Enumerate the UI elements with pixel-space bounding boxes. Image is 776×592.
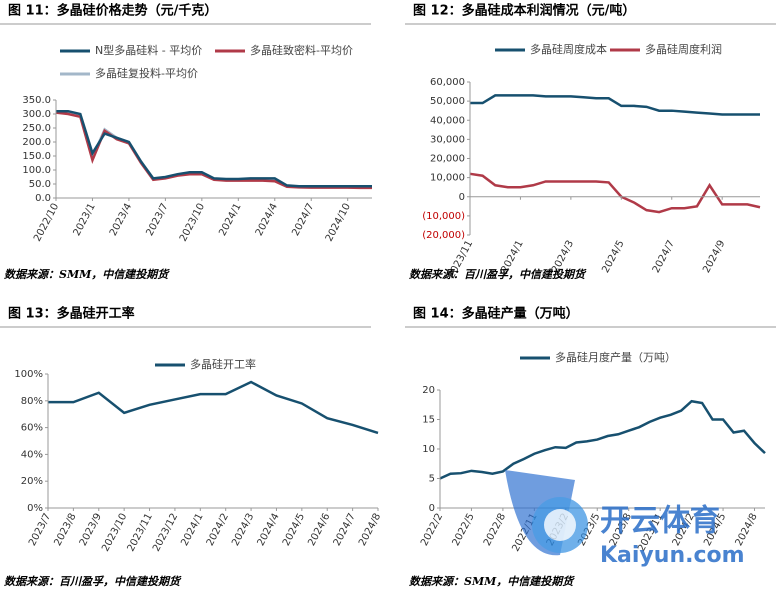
x-tick-label: 2022/10 bbox=[32, 202, 61, 244]
series-line bbox=[469, 172, 761, 214]
legend-label: 多晶硅开工率 bbox=[190, 357, 256, 371]
y-tick-label: 0.0 bbox=[35, 193, 51, 204]
series-line bbox=[56, 109, 372, 188]
x-tick-label: 2024/7 bbox=[290, 202, 316, 238]
legend-label: 多晶硅月度产量（万吨） bbox=[555, 350, 676, 364]
panel-title: 图 12：多晶硅成本利润情况（元/吨） bbox=[413, 3, 635, 19]
y-tick-label: 300.0 bbox=[22, 109, 51, 120]
watermark-text: 开云体育 bbox=[600, 504, 720, 539]
y-tick-label: 10,000 bbox=[430, 173, 465, 184]
y-tick-label: 20 bbox=[422, 385, 435, 396]
series-line bbox=[48, 380, 379, 435]
source-note: 数据来源：SMM，中信建投期货 bbox=[409, 575, 575, 588]
x-tick-label: 2024/9 bbox=[701, 239, 727, 275]
y-tick-label: 15 bbox=[422, 415, 435, 426]
legend-label: 多晶硅致密料-平均价 bbox=[250, 43, 353, 57]
x-tick-label: 2023/7 bbox=[144, 202, 170, 238]
x-tick-label: 2024/5 bbox=[281, 512, 307, 548]
y-tick-label: 0 bbox=[459, 192, 465, 203]
panel-title: 图 11：多晶硅价格走势（元/千克） bbox=[8, 3, 217, 19]
x-tick-label: 2024/7 bbox=[651, 239, 677, 275]
x-tick-label: 2023/7 bbox=[27, 512, 53, 548]
legend-label: 多晶硅周度利润 bbox=[645, 42, 722, 56]
series-line bbox=[470, 94, 760, 116]
panel-title: 图 13：多晶硅开工率 bbox=[8, 306, 135, 322]
x-tick-label: 2022/2 bbox=[419, 512, 445, 548]
y-tick-label: 250.0 bbox=[22, 123, 51, 134]
y-tick-label: 10 bbox=[422, 444, 435, 455]
x-tick-label: 2024/1 bbox=[179, 512, 205, 548]
x-tick-label: 2024/8 bbox=[357, 512, 383, 548]
x-tick-label: 2023/10 bbox=[100, 512, 129, 554]
source-note: 数据来源：SMM，中信建投期货 bbox=[4, 268, 170, 281]
x-tick-label: 2024/3 bbox=[230, 512, 256, 548]
x-tick-label: 2024/4 bbox=[254, 202, 280, 238]
y-tick-label: 80% bbox=[21, 396, 43, 407]
y-tick-label: 40,000 bbox=[430, 115, 465, 126]
source-note: 数据来源：百川盈孚，中信建投期货 bbox=[4, 575, 182, 588]
series-line bbox=[439, 399, 766, 480]
y-tick-label: 60,000 bbox=[430, 77, 465, 88]
watermark-site: Kaiyun.com bbox=[600, 543, 745, 568]
x-tick-label: 2023/10 bbox=[178, 202, 207, 244]
y-tick-label: 200.0 bbox=[22, 137, 51, 148]
x-tick-label: 2023/9 bbox=[78, 512, 104, 548]
x-tick-label: 2024/7 bbox=[332, 512, 358, 548]
series-line bbox=[55, 109, 372, 189]
y-tick-label: 100.0 bbox=[22, 165, 51, 176]
y-tick-label: 0% bbox=[27, 503, 43, 514]
x-tick-label: 2024/4 bbox=[256, 512, 282, 548]
y-tick-label: 60% bbox=[21, 423, 43, 434]
y-tick-label: 350.0 bbox=[22, 95, 51, 106]
watermark-logo bbox=[505, 470, 588, 556]
x-tick-label: 2024/10 bbox=[324, 202, 353, 244]
x-tick-label: 2023/12 bbox=[151, 512, 180, 554]
legend-label: N型多晶硅料 - 平均价 bbox=[95, 43, 202, 57]
y-tick-label: 30,000 bbox=[430, 134, 465, 145]
x-tick-label: 2023/11 bbox=[126, 512, 155, 554]
x-tick-label: 2024/6 bbox=[306, 512, 332, 548]
panel-title: 图 14：多晶硅产量（万吨） bbox=[413, 306, 579, 322]
y-tick-label: 0 bbox=[429, 503, 435, 514]
x-tick-label: 2024/1 bbox=[217, 202, 243, 238]
x-tick-label: 2022/5 bbox=[451, 512, 477, 548]
y-tick-label: 100% bbox=[14, 369, 43, 380]
source-note: 数据来源：百川盈孚，中信建投期货 bbox=[409, 268, 587, 281]
x-tick-label: 2023/1 bbox=[72, 202, 98, 238]
y-tick-label: (10,000) bbox=[422, 211, 465, 222]
y-tick-label: 50,000 bbox=[430, 96, 465, 107]
x-tick-label: 2023/4 bbox=[108, 202, 134, 238]
y-tick-label: (20,000) bbox=[422, 230, 465, 241]
x-tick-label: 2022/8 bbox=[482, 512, 508, 548]
y-tick-label: 50.0 bbox=[29, 179, 51, 190]
y-tick-label: 20,000 bbox=[430, 154, 465, 165]
y-tick-label: 150.0 bbox=[22, 151, 51, 162]
series-line bbox=[55, 111, 372, 190]
legend-label: 多晶硅周度成本 bbox=[530, 42, 607, 56]
y-tick-label: 5 bbox=[429, 474, 435, 485]
legend-label: 多晶硅复投料-平均价 bbox=[95, 66, 198, 80]
x-tick-label: 2024/5 bbox=[600, 239, 626, 275]
y-tick-label: 20% bbox=[21, 476, 43, 487]
x-tick-label: 2023/8 bbox=[52, 512, 78, 548]
y-tick-label: 40% bbox=[21, 449, 43, 460]
x-tick-label: 2024/2 bbox=[205, 512, 231, 548]
